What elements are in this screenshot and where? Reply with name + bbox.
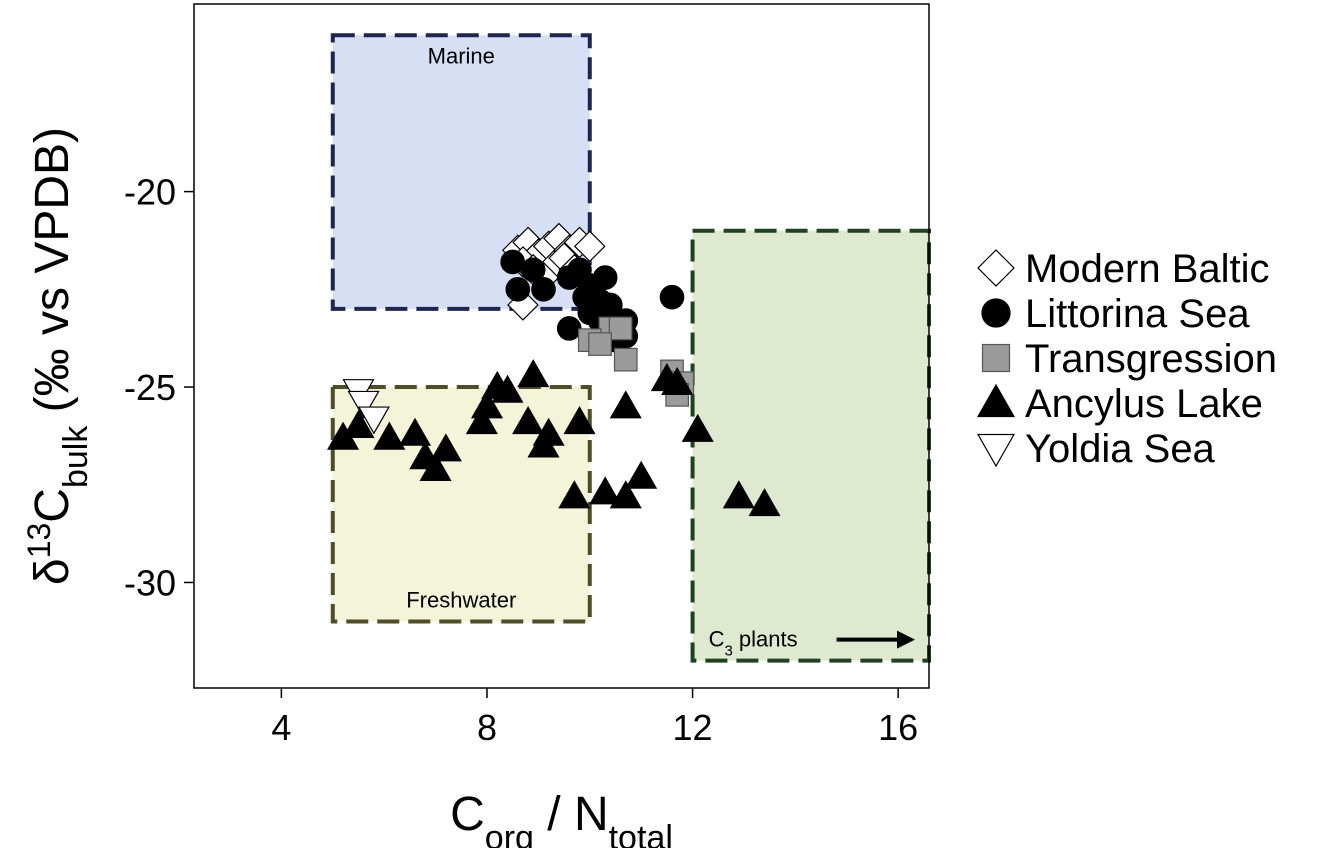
region-label-marine: Marine [428,43,495,68]
region-label-freshwater: Freshwater [406,588,516,613]
data-point-ancylus-lake [558,480,591,509]
y-title-main: C [26,488,79,523]
data-point-littorina-sea [500,249,525,275]
legend-item-ancylus-lake: Ancylus Lake [976,382,1263,426]
y-axis: -20 -25 -30 [124,172,194,603]
y-axis-title: δ13Cbulk (‰ vs VPDB) [21,127,95,585]
y-title-sub: bulk [57,425,95,488]
data-point-littorina-sea [659,284,685,310]
legend-item-littorina-sea: Littorina Sea [981,292,1250,336]
data-point-ancylus-lake [532,417,565,446]
legend-label: Littorina Sea [1025,292,1250,336]
y-tick-label: -20 [124,172,176,213]
x-axis-title: Corg / Ntotal [450,788,673,848]
y-title-sup: 13 [21,523,57,559]
x-axis: 4 8 12 16 [271,688,918,748]
data-point-ancylus-lake [398,417,432,446]
legend-marker-littorina-sea [981,298,1011,328]
data-point-ancylus-lake [373,421,406,450]
region-label-main: C [709,627,725,652]
points-layer [327,222,781,517]
series-ancylus-lake [327,359,781,517]
y-tick-label: -30 [124,562,176,603]
legend-item-modern-baltic: Modern Baltic [977,247,1270,291]
series-littorina-sea [500,249,685,353]
data-point-ancylus-lake [589,476,622,505]
y-title-post: (‰ vs VPDB) [26,127,79,426]
legend-label: Yoldia Sea [1025,427,1216,471]
region-label-post: plants [733,627,798,652]
data-point-ancylus-lake [491,374,524,403]
data-point-littorina-sea [556,316,582,341]
legend-marker-yoldia-sea [976,433,1016,468]
data-point-ancylus-lake [609,390,642,419]
data-point-ancylus-lake [465,406,498,435]
data-point-ancylus-lake [517,359,550,388]
legend-label: Ancylus Lake [1025,382,1263,426]
data-point-ancylus-lake [681,413,714,442]
data-point-transgression [613,347,638,372]
region-arrow-head-icon [897,630,915,649]
data-point-littorina-sea [520,257,546,283]
x-tick-label: 8 [477,707,497,748]
data-point-ancylus-lake [419,452,452,481]
x-title-mid: / N [534,788,609,841]
data-point-yoldia-sea [357,406,390,435]
data-point-ancylus-lake [563,406,596,435]
regions-layer: Marine Freshwater C3 plants [330,33,931,663]
legend-label: Transgression [1025,337,1277,381]
legend-marker-modern-baltic [977,249,1015,287]
data-point-ancylus-lake [661,366,694,395]
legend-item-yoldia-sea: Yoldia Sea [976,427,1216,471]
data-point-ancylus-lake [342,409,375,438]
legend-marker-ancylus-lake [976,383,1016,418]
data-point-ancylus-lake [748,488,781,517]
x-tick-label: 12 [673,707,713,748]
x-title-sub2: total [609,819,673,848]
data-point-ancylus-lake [470,390,504,419]
y-title-pre: δ [26,558,79,585]
region-label-main: Marine [428,43,495,68]
x-tick-label: 16 [878,707,918,748]
x-tick-label: 4 [271,707,291,748]
legend-label: Modern Baltic [1025,247,1270,291]
series-yoldia-sea [342,379,390,435]
region-label-main: Freshwater [406,588,516,613]
data-point-ancylus-lake [722,480,755,509]
data-point-ancylus-lake [609,480,642,509]
legend-marker-transgression [981,343,1011,373]
legend-item-transgression: Transgression [981,337,1277,381]
data-point-ancylus-lake [512,406,545,435]
region-label-sub: 3 [724,642,732,659]
data-point-modern-baltic [573,230,606,263]
data-point-yoldia-sea [347,390,380,419]
x-title-sub1: org [485,819,534,848]
data-point-littorina-sea [592,265,618,290]
plot-frame [193,3,930,689]
x-title-main: C [450,788,485,841]
data-point-transgression [588,332,612,356]
region-label-c3-plants: C3 plants [709,627,798,660]
data-point-transgression [608,316,633,341]
region-c3-plants [690,228,931,663]
data-point-littorina-sea [531,277,556,302]
y-tick-label: -25 [124,367,176,408]
data-point-ancylus-lake [625,460,658,489]
data-point-ancylus-lake [429,433,462,462]
data-point-littorina-sea [505,277,531,302]
